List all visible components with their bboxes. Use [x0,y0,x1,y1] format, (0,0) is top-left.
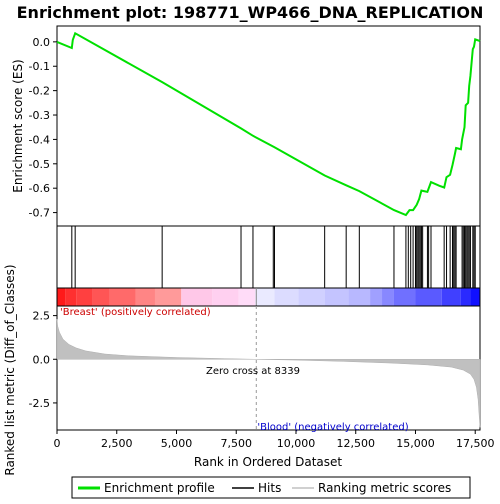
legend-hits-label: Hits [258,481,281,495]
ranking-y-axis-label: Ranked list metric (Diff_of_Classes) [3,264,17,475]
hits-panel-frame [56,225,481,289]
legend-enrichment-label: Enrichment profile [104,481,215,495]
x-tick-label: 17,500 [456,437,495,450]
ranking-y-tick-label: 0.0 [33,353,51,366]
chart-title: Enrichment plot: 198771_WP466_DNA_REPLIC… [17,3,484,22]
positive-class-label: 'Breast' (positively correlated) [60,307,211,318]
x-tick-label: 7,500 [220,437,252,450]
legend-frame [71,476,471,499]
rank-color-segment [76,288,93,306]
x-tick-label: 10,000 [277,437,316,450]
rank-color-segment [382,288,394,306]
es-y-axis-label: Enrichment score (ES) [11,59,25,192]
es-y-tick-label: -0.7 [29,207,50,220]
hits-markers [71,226,476,288]
rank-color-segment [370,288,383,306]
x-tick-label: 15,000 [396,437,435,450]
rank-color-segment [181,288,213,306]
rank-color-segment [415,288,442,306]
es-y-axis: 0.0 -0.1 -0.2 -0.3 -0.4 -0.5 -0.6 -0.7 [29,36,57,220]
es-y-tick-label: -0.5 [29,158,50,171]
legend-ranking-label: Ranking metric scores [318,481,451,495]
rank-color-segment [65,288,77,306]
rank-color-segment [238,288,256,306]
ranking-y-axis: 2.5 0.0 -2.5 [29,310,57,410]
rank-color-segment [109,288,136,306]
ranking-panel-frame [56,305,481,431]
ranking-y-tick-label: 2.5 [33,310,51,323]
es-y-tick-label: 0.0 [33,36,51,49]
rank-color-segment [154,288,182,306]
x-tick-label: 5,000 [161,437,193,450]
rank-color-segment [470,288,480,306]
rank-color-segment [441,288,461,306]
rank-color-segment [393,288,416,306]
x-axis-label: Rank in Ordered Dataset [194,455,342,469]
legend: Enrichment profile Hits Ranking metric s… [71,476,471,499]
zero-cross-label: Zero cross at 8339 [206,366,300,377]
x-tick-label: 12,500 [336,437,375,450]
negative-class-label: 'Blood' (negatively correlated) [257,422,408,433]
rank-color-segment [324,288,349,306]
es-y-tick-label: -0.6 [29,182,50,195]
rank-color-segment [460,288,471,306]
rank-color-band [56,287,481,307]
es-panel-frame [56,25,481,227]
rank-color-segment [348,288,371,306]
es-y-tick-label: -0.3 [29,109,50,122]
ranking-y-tick-label: -2.5 [29,397,50,410]
ranking-metric-area [56,319,481,428]
rank-color-segment [298,288,325,306]
rank-color-segment [57,288,66,306]
rank-color-segment [274,288,299,306]
x-axis: 0 2,500 5,000 7,500 10,000 12,500 15,000 17,500 [54,430,495,450]
rank-color-segment [255,288,275,306]
es-y-tick-label: -0.4 [29,133,50,146]
rank-color-segment [135,288,155,306]
rank-color-segment [212,288,239,306]
x-tick-label: 0 [54,437,61,450]
rank-color-segment [92,288,110,306]
es-y-tick-label: -0.2 [29,85,50,98]
enrichment-profile-line [56,31,481,217]
es-y-tick-label: -0.1 [29,60,50,73]
x-tick-label: 2,500 [101,437,133,450]
